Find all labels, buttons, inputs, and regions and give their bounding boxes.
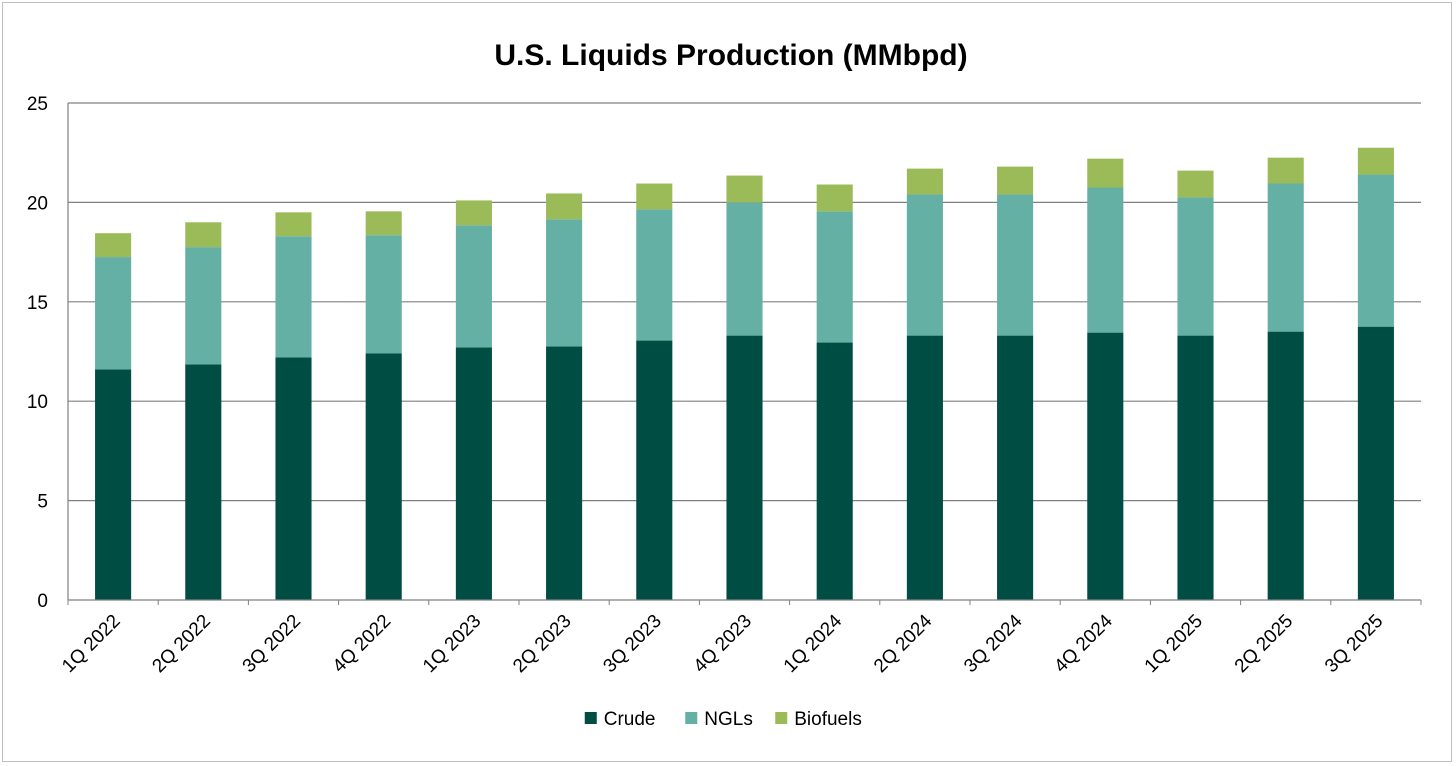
bar-biofuels-1q-2025 (1177, 170, 1214, 198)
legend-swatch-ngls (685, 712, 698, 724)
bar-biofuels-3q-2025 (1357, 147, 1394, 175)
bar-ngls-2q-2023 (546, 219, 583, 347)
bar-crude-1q-2022 (95, 369, 132, 600)
bars (95, 147, 1394, 600)
chart-title: U.S. Liquids Production (MMbpd) (494, 39, 967, 72)
bar-crude-1q-2024 (816, 342, 853, 600)
x-tick-label: 4Q 2022 (329, 611, 395, 677)
bar-biofuels-2q-2025 (1267, 157, 1304, 184)
bar-ngls-4q-2022 (365, 235, 402, 354)
x-tick-label: 4Q 2024 (1050, 610, 1117, 677)
legend-label-ngls: NGLs (704, 709, 753, 730)
legend-item-crude: Crude (584, 709, 656, 730)
bar-ngls-3q-2022 (275, 236, 312, 358)
x-tick-label: 1Q 2023 (419, 611, 485, 677)
x-tick-label: 4Q 2023 (690, 611, 756, 677)
bar-ngls-1q-2022 (95, 257, 132, 370)
bar-biofuels-2q-2022 (185, 222, 222, 248)
bar-ngls-2q-2024 (906, 194, 943, 336)
bar-biofuels-3q-2023 (636, 183, 673, 210)
legend-item-biofuels: Biofuels (775, 709, 862, 730)
bar-biofuels-1q-2022 (95, 233, 132, 258)
bar-ngls-1q-2023 (455, 225, 492, 348)
legend-label-biofuels: Biofuels (794, 709, 862, 730)
bar-biofuels-2q-2023 (546, 193, 583, 220)
bar-biofuels-1q-2024 (816, 184, 853, 212)
y-tick-label: 0 (37, 591, 48, 612)
legend-item-ngls: NGLs (685, 709, 753, 730)
bar-biofuels-4q-2022 (365, 211, 402, 236)
x-tick-label: 1Q 2022 (58, 611, 124, 677)
x-tick-label: 2Q 2022 (148, 611, 214, 677)
legend: Crude NGLs Biofuels (584, 709, 862, 730)
x-tick-label: 3Q 2022 (239, 611, 305, 677)
y-tick-label: 25 (27, 94, 48, 115)
bar-crude-3q-2025 (1357, 326, 1394, 600)
bar-crude-2q-2025 (1267, 331, 1304, 600)
bar-ngls-2q-2022 (185, 247, 222, 365)
y-tick-label: 15 (27, 293, 48, 314)
bar-ngls-3q-2023 (636, 209, 673, 341)
legend-label-crude: Crude (604, 709, 656, 730)
bar-ngls-3q-2024 (997, 194, 1034, 336)
x-tick-label: 2Q 2024 (870, 610, 937, 677)
bar-ngls-2q-2025 (1267, 183, 1304, 332)
bar-ngls-1q-2024 (816, 211, 853, 343)
x-tick-label: 3Q 2024 (960, 610, 1027, 677)
bar-biofuels-3q-2022 (275, 212, 312, 237)
x-tick-label: 2Q 2025 (1231, 611, 1297, 677)
bar-crude-4q-2023 (726, 335, 763, 600)
bar-biofuels-4q-2024 (1087, 158, 1124, 188)
bar-ngls-3q-2025 (1357, 174, 1394, 327)
bar-crude-3q-2023 (636, 340, 673, 600)
y-tick-label: 10 (27, 392, 48, 413)
bar-biofuels-2q-2024 (906, 168, 943, 195)
bar-biofuels-1q-2023 (455, 200, 492, 226)
legend-swatch-crude (584, 712, 597, 724)
bar-crude-3q-2022 (275, 357, 312, 600)
y-tick-label: 5 (37, 492, 48, 513)
x-tick-label: 3Q 2023 (599, 611, 665, 677)
bar-crude-1q-2023 (455, 347, 492, 600)
bar-crude-2q-2024 (906, 335, 943, 600)
bar-crude-2q-2022 (185, 364, 222, 600)
bar-crude-4q-2024 (1087, 332, 1124, 600)
x-tick-label: 2Q 2023 (509, 611, 575, 677)
x-tick-label: 1Q 2025 (1141, 611, 1207, 677)
bar-crude-4q-2022 (365, 353, 402, 600)
bar-ngls-4q-2023 (726, 202, 763, 336)
bar-biofuels-4q-2023 (726, 175, 763, 203)
bar-crude-3q-2024 (997, 335, 1034, 600)
bar-ngls-1q-2025 (1177, 197, 1214, 336)
bar-crude-1q-2025 (1177, 335, 1214, 600)
bar-biofuels-3q-2024 (997, 166, 1034, 195)
bar-ngls-4q-2024 (1087, 187, 1124, 333)
stacked-bar-chart: U.S. Liquids Production (MMbpd) 0 5 10 15 20… (27, 39, 1422, 730)
x-tick-label: 3Q 2025 (1321, 611, 1387, 677)
legend-swatch-biofuels (775, 712, 788, 724)
y-tick-label: 20 (27, 193, 48, 214)
x-tick-label: 1Q 2024 (780, 610, 847, 677)
bar-crude-2q-2023 (546, 346, 583, 600)
